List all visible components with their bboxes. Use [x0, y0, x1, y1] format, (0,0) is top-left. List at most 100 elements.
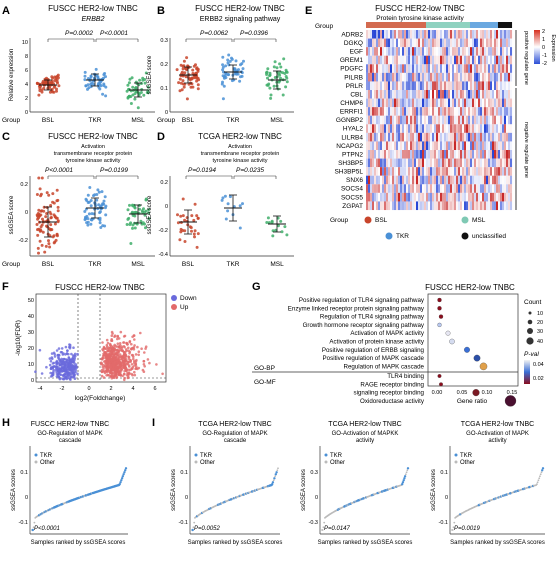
heatmap-cell	[404, 192, 407, 202]
heatmap-cell	[484, 98, 487, 108]
heatmap-cell	[468, 81, 471, 91]
heatmap-cell	[382, 132, 385, 142]
heatmap-cell	[448, 158, 451, 168]
heatmap-cell	[458, 124, 461, 133]
tkr-point	[226, 61, 230, 65]
heatmap-cell	[490, 55, 493, 65]
rank-i-tkr-point	[274, 473, 277, 476]
heatmap-cell	[396, 150, 399, 159]
heatmap-cell	[490, 47, 493, 56]
bsl-point	[40, 90, 44, 94]
heatmap-cell	[430, 30, 433, 39]
volcano-up-point	[161, 372, 164, 376]
heatmap-cell	[398, 72, 401, 82]
tkr-point	[87, 200, 91, 204]
heatmap-cell	[476, 175, 479, 185]
bsl-point	[53, 79, 57, 83]
heatmap-cell	[420, 90, 423, 99]
volcano-up-point	[106, 362, 109, 366]
heatmap-cell	[490, 192, 493, 202]
bsl-point	[193, 235, 196, 239]
bsl-point	[44, 244, 48, 248]
group-bar-cell	[408, 22, 411, 28]
group-bar-cell	[452, 22, 455, 28]
heatmap-cell	[404, 107, 407, 116]
tkr-point	[86, 193, 90, 197]
heatmap-cell	[508, 124, 511, 133]
heatmap-cell	[396, 55, 399, 65]
tkr-point	[101, 224, 105, 228]
heatmap-cell	[480, 107, 483, 116]
heatmap-cell	[436, 184, 439, 193]
volcano-down-point	[58, 373, 62, 376]
volcano-up-point	[118, 342, 122, 345]
heatmap-cell	[428, 175, 431, 185]
heatmap-cell	[376, 201, 379, 211]
msl-point	[128, 223, 132, 226]
bsl-point	[178, 77, 182, 81]
heatmap-cell	[456, 167, 459, 176]
bsl-point	[36, 212, 40, 215]
tkr-point	[95, 193, 99, 196]
heatmap-cell	[482, 98, 485, 108]
heatmap-cell	[452, 132, 455, 142]
heatmap-cell	[432, 124, 435, 133]
msl-point	[135, 211, 138, 215]
heatmap-cell	[386, 158, 389, 168]
volcano-up-point	[123, 352, 127, 356]
heatmap-cell	[424, 141, 427, 151]
heatmap-cell	[366, 192, 369, 202]
group-bar-cell	[370, 22, 373, 28]
bsl-point	[195, 214, 199, 218]
heatmap-cell	[448, 201, 451, 211]
heatmap-cell	[496, 30, 499, 39]
bsl-point	[179, 81, 183, 85]
group-bar-cell	[426, 22, 429, 28]
heatmap-cell	[420, 141, 423, 151]
heatmap-cell	[368, 81, 371, 91]
volcano-down-point	[65, 368, 68, 372]
gene-label: ADRB2	[341, 31, 363, 38]
heatmap-cell	[484, 81, 487, 91]
panel-i-xlabel: Samples ranked by ssGSEA scores	[450, 540, 545, 546]
volcano-up-point	[102, 349, 105, 352]
heatmap-cell	[384, 150, 387, 159]
heatmap-cell	[390, 150, 393, 159]
heatmap-cell	[428, 201, 431, 211]
heatmap-cell	[478, 81, 481, 91]
msl-point	[268, 86, 272, 90]
bsl-point	[190, 214, 194, 218]
gene-label: DGKQ	[344, 40, 363, 47]
heatmap-cell	[382, 158, 385, 168]
heatmap-cell	[500, 132, 503, 142]
heatmap-cell	[506, 55, 509, 65]
heatmap-cell	[462, 158, 465, 168]
heatmap-cell	[414, 167, 417, 176]
legend-tkr-dot	[385, 232, 393, 240]
heatmap-cell	[406, 55, 409, 65]
heatmap-cell	[368, 124, 371, 133]
heatmap-cell	[370, 30, 373, 39]
heatmap-cell	[418, 167, 421, 176]
go-dot	[479, 362, 488, 371]
group-bar-cell	[502, 22, 505, 28]
bsl-point	[56, 81, 59, 85]
tkr-point	[84, 197, 88, 201]
tkr-point	[100, 203, 104, 207]
heatmap-cell	[430, 158, 433, 168]
msl-point	[279, 65, 283, 69]
heatmap-cell	[444, 30, 447, 39]
msl-point	[283, 225, 287, 229]
rank-i-tkr-point	[271, 481, 275, 484]
panel-a-pval-1: P=0.0002	[65, 30, 93, 37]
volcano-up-point	[117, 345, 121, 349]
heatmap-cell	[436, 201, 439, 211]
heatmap-cell	[370, 38, 373, 48]
heatmap-cell	[376, 115, 379, 125]
heatmap-cell	[400, 167, 403, 176]
heatmap-cell	[452, 98, 455, 108]
heatmap-cell	[460, 141, 463, 151]
panel-i-ytick: 0.1	[440, 470, 448, 476]
rank-i-other-point	[453, 521, 456, 524]
heatmap-cell	[410, 150, 413, 159]
